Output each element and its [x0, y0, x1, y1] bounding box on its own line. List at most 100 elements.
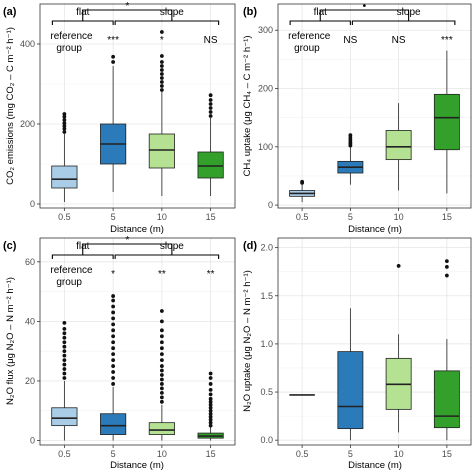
x-tick-label: 10 — [394, 449, 404, 459]
outlier-point — [159, 54, 164, 58]
panel-letter: (b) — [243, 6, 257, 18]
significance-marker: ** — [158, 269, 166, 280]
outlier-point — [111, 364, 116, 368]
outlier-point — [208, 93, 213, 98]
outlier-point — [111, 298, 116, 303]
x-tick-label: 5 — [111, 212, 116, 222]
outlier-point — [111, 376, 116, 380]
x-tick-label: 15 — [442, 212, 452, 222]
y-axis-label: N₂O flux (μg N₂O – N m⁻² h⁻¹) — [5, 277, 16, 405]
y-axis-label: N₂O uptake (μg N₂O – N m⁻² h⁻¹) — [242, 270, 253, 412]
outlier-point — [111, 340, 116, 345]
x-tick-label: 5 — [111, 449, 116, 459]
box-body — [337, 351, 364, 430]
outlier-point — [62, 335, 67, 340]
box-body — [148, 133, 175, 169]
outlier-point — [159, 364, 164, 368]
outlier-point — [208, 102, 213, 106]
group-bracket — [319, 9, 410, 21]
panel-letter: (c) — [3, 240, 17, 252]
x-tick-label: 10 — [157, 212, 167, 222]
outlier-point — [208, 98, 213, 102]
box-10 — [385, 264, 412, 433]
outlier-point — [62, 121, 67, 126]
outlier-point — [111, 54, 116, 59]
y-tick-label: 20 — [25, 376, 35, 386]
outlier-point — [208, 114, 213, 118]
box-15 — [433, 259, 460, 441]
outlier-point — [159, 340, 164, 345]
outlier-point — [111, 322, 116, 327]
outlier-point — [111, 382, 116, 386]
outlier-point — [62, 367, 67, 371]
outlier-point — [208, 371, 213, 376]
outlier-point — [159, 390, 164, 395]
box-body — [100, 413, 127, 435]
group-bracket — [82, 243, 173, 255]
box-5 — [337, 133, 364, 185]
y-axis-label: CH₄ uptake (μg CH₄ – C m⁻² h⁻¹) — [242, 36, 253, 177]
outlier-point — [111, 316, 116, 321]
significance-marker: *** — [441, 35, 453, 46]
outlier-point — [208, 405, 213, 410]
outlier-point — [208, 420, 213, 425]
significance-marker: ** — [207, 269, 215, 280]
outlier-point — [62, 353, 67, 358]
y-tick-label: 100 — [258, 142, 273, 152]
box-body — [197, 151, 224, 179]
x-axis-label: Distance (m) — [348, 460, 402, 471]
outlier-point — [208, 106, 213, 110]
box-0.5 — [51, 320, 78, 441]
y-tick-label: 400 — [20, 39, 35, 49]
y-tick-label: 0.5 — [260, 387, 273, 397]
outlier-point — [300, 179, 305, 184]
significance-marker: * — [160, 35, 164, 46]
box-body — [51, 407, 78, 427]
x-tick-label: 0.5 — [296, 212, 309, 222]
y-tick-label: 60 — [25, 257, 35, 267]
outlier-point — [62, 349, 67, 354]
outlier-point — [159, 60, 164, 64]
outlier-point — [159, 319, 164, 324]
outlier-point — [62, 331, 67, 336]
box-5 — [100, 294, 127, 441]
outlier-point — [62, 126, 67, 131]
outlier-point — [62, 118, 67, 122]
box-10 — [148, 30, 175, 196]
group-label: group — [294, 43, 320, 54]
outlier-point — [111, 346, 116, 351]
x-tick-label: 0.5 — [58, 212, 71, 222]
y-tick-label: 0 — [30, 436, 35, 446]
outlier-point — [62, 376, 67, 380]
x-axis-label: Distance (m) — [110, 224, 164, 235]
box-10 — [385, 103, 412, 191]
outlier-point — [62, 124, 67, 128]
chart-panel-1: (a) 0 200 400 0.5 5 10 15 Distance (m) CO₂ emissi… — [3, 1, 236, 235]
group-label: group — [56, 277, 82, 288]
outlier-point — [444, 264, 449, 269]
y-tick-label: 0 — [268, 200, 273, 210]
outlier-point — [159, 346, 164, 351]
slope-bracket — [351, 20, 456, 25]
reference-label: reference — [288, 31, 331, 42]
y-axis-label: CO₂ emissions (mg CO₂ – C m⁻² h⁻¹) — [5, 27, 16, 185]
outlier-point — [62, 114, 67, 119]
outlier-point — [62, 344, 67, 349]
box-body — [433, 93, 460, 151]
box-0.5 — [51, 112, 78, 202]
outlier-point — [111, 352, 116, 357]
outlier-point — [159, 88, 164, 92]
outlier-point — [62, 362, 67, 367]
plot-border — [277, 237, 472, 446]
outlier-point — [208, 402, 213, 407]
outlier-point — [208, 382, 213, 386]
significance-marker: * — [111, 269, 115, 280]
outlier-point — [159, 80, 164, 84]
outlier-point — [159, 309, 164, 313]
outlier-point — [208, 417, 213, 422]
outlier-point — [208, 411, 213, 416]
outlier-point — [159, 377, 164, 382]
outlier-point — [62, 340, 67, 345]
